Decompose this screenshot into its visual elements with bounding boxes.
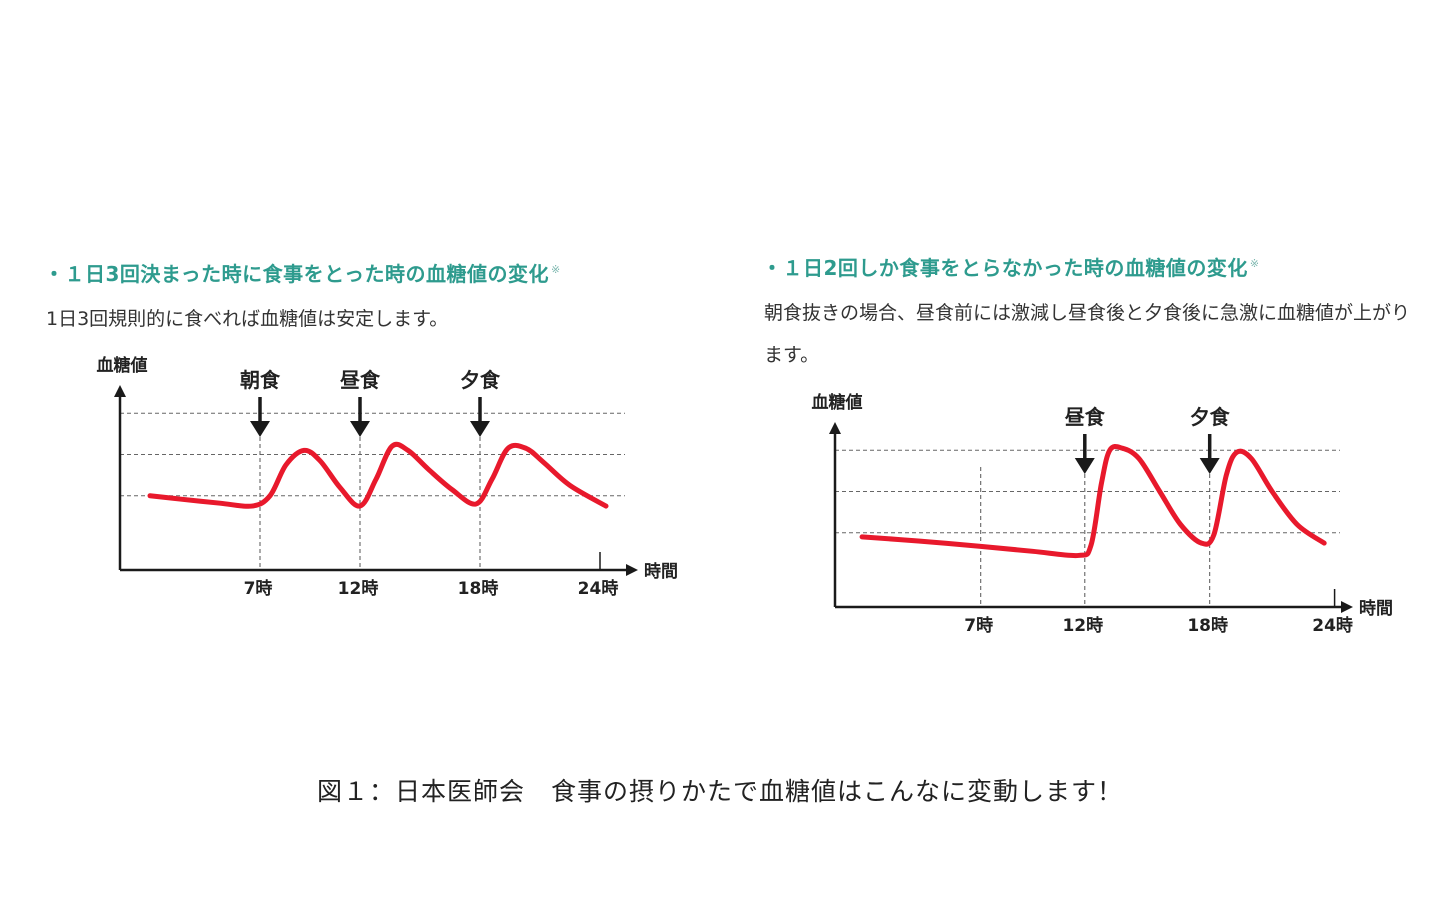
x-axis-label: 時間 bbox=[644, 561, 678, 582]
chart1-title-text: ・１日3回決まった時に食事をとった時の血糖値の変化 bbox=[44, 262, 550, 286]
y-axis-label: 血糖値 bbox=[97, 355, 148, 376]
chart2-title: ・１日2回しか食事をとらなかった時の血糖値の変化 ※ bbox=[762, 252, 1260, 281]
meal-arrow-head-2 bbox=[1199, 458, 1220, 474]
meal-label-2: 昼食 bbox=[340, 368, 381, 392]
figure-caption: 図１：日本医師会 食事の摂りかたで血糖値はこんなに変動します！ bbox=[316, 777, 1123, 806]
meal-label-3: 夕食 bbox=[460, 368, 501, 392]
x-tick-label-18: 18時 bbox=[1187, 615, 1228, 636]
meal-arrow-head-3 bbox=[470, 421, 490, 437]
x-tick-label-7: 7時 bbox=[244, 578, 273, 599]
x-tick-label-18: 18時 bbox=[458, 578, 499, 599]
chart1-title-mark: ※ bbox=[551, 263, 561, 277]
x-axis-arrow bbox=[1341, 601, 1353, 613]
y-axis-arrow bbox=[114, 385, 126, 397]
chart1-title: ・１日3回決まった時に食事をとった時の血糖値の変化 ※ bbox=[44, 258, 561, 287]
chart1-subtitle: 1日3回規則的に食べれば血糖値は安定します。 bbox=[46, 308, 449, 330]
x-tick-label-24: 24時 bbox=[578, 578, 619, 599]
glucose-curve bbox=[147, 441, 609, 509]
glucose-curve bbox=[859, 444, 1327, 559]
x-tick-label-24: 24時 bbox=[1312, 615, 1353, 636]
y-axis-arrow bbox=[829, 422, 841, 434]
chart2-title-mark: ※ bbox=[1249, 257, 1260, 271]
chart2-subtitle: 朝食抜きの場合、昼食前には激減し昼食後と夕食後に急激に血糖値が上がります。 bbox=[764, 302, 1411, 366]
x-axis-arrow bbox=[626, 564, 638, 576]
x-tick-label-7: 7時 bbox=[964, 615, 993, 636]
meal-label-2: 夕食 bbox=[1190, 405, 1231, 429]
meal-label-1: 昼食 bbox=[1065, 405, 1106, 429]
x-tick-label-12: 12時 bbox=[338, 578, 379, 599]
x-tick-label-12: 12時 bbox=[1062, 615, 1103, 636]
x-axis-label: 時間 bbox=[1359, 598, 1393, 619]
meal-label-1: 朝食 bbox=[240, 368, 281, 392]
meal-arrow-head-2 bbox=[350, 421, 370, 437]
meal-arrow-head-1 bbox=[1074, 458, 1095, 474]
chart2-title-text: ・１日2回しか食事をとらなかった時の血糖値の変化 bbox=[762, 256, 1248, 280]
meal-arrow-head-1 bbox=[250, 421, 270, 437]
y-axis-label: 血糖値 bbox=[812, 392, 863, 413]
